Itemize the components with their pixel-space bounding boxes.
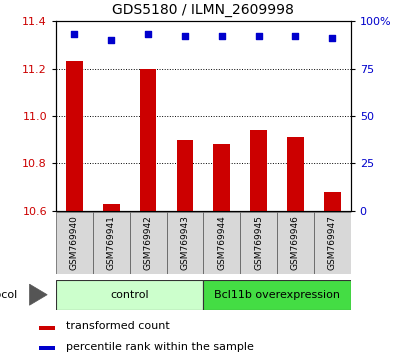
Point: [71, 32, 78, 37]
Point: [182, 34, 188, 39]
Text: control: control: [110, 290, 149, 300]
Text: transformed count: transformed count: [66, 321, 169, 331]
Bar: [166, 212, 203, 274]
Text: percentile rank within the sample: percentile rank within the sample: [66, 342, 254, 352]
Bar: [203, 212, 240, 274]
Text: GSM769947: GSM769947: [328, 216, 337, 270]
Bar: [240, 212, 277, 274]
Point: [329, 35, 336, 41]
Bar: [314, 212, 351, 274]
Polygon shape: [29, 284, 47, 305]
Bar: [203, 280, 351, 310]
Bar: [140, 69, 156, 211]
Point: [145, 32, 151, 37]
Bar: [66, 62, 83, 211]
Text: GSM769946: GSM769946: [291, 216, 300, 270]
Text: protocol: protocol: [0, 290, 18, 300]
Bar: [277, 212, 314, 274]
Point: [255, 34, 262, 39]
Point: [292, 34, 299, 39]
Bar: [250, 130, 267, 211]
Bar: [129, 212, 166, 274]
Text: GSM769940: GSM769940: [70, 216, 79, 270]
Title: GDS5180 / ILMN_2609998: GDS5180 / ILMN_2609998: [112, 4, 294, 17]
Bar: [39, 326, 56, 330]
Bar: [93, 212, 129, 274]
Text: GSM769941: GSM769941: [107, 216, 116, 270]
Text: GSM769943: GSM769943: [181, 216, 189, 270]
Bar: [287, 137, 304, 211]
Bar: [56, 212, 93, 274]
Point: [218, 34, 225, 39]
Bar: [213, 144, 230, 211]
Bar: [39, 346, 56, 350]
Bar: [324, 192, 341, 211]
Text: GSM769944: GSM769944: [217, 216, 226, 270]
Text: Bcl11b overexpression: Bcl11b overexpression: [214, 290, 340, 300]
Bar: [177, 139, 193, 211]
Text: GSM769945: GSM769945: [254, 216, 263, 270]
Bar: [56, 280, 203, 310]
Text: GSM769942: GSM769942: [144, 216, 153, 270]
Bar: [103, 204, 120, 211]
Point: [108, 37, 115, 43]
